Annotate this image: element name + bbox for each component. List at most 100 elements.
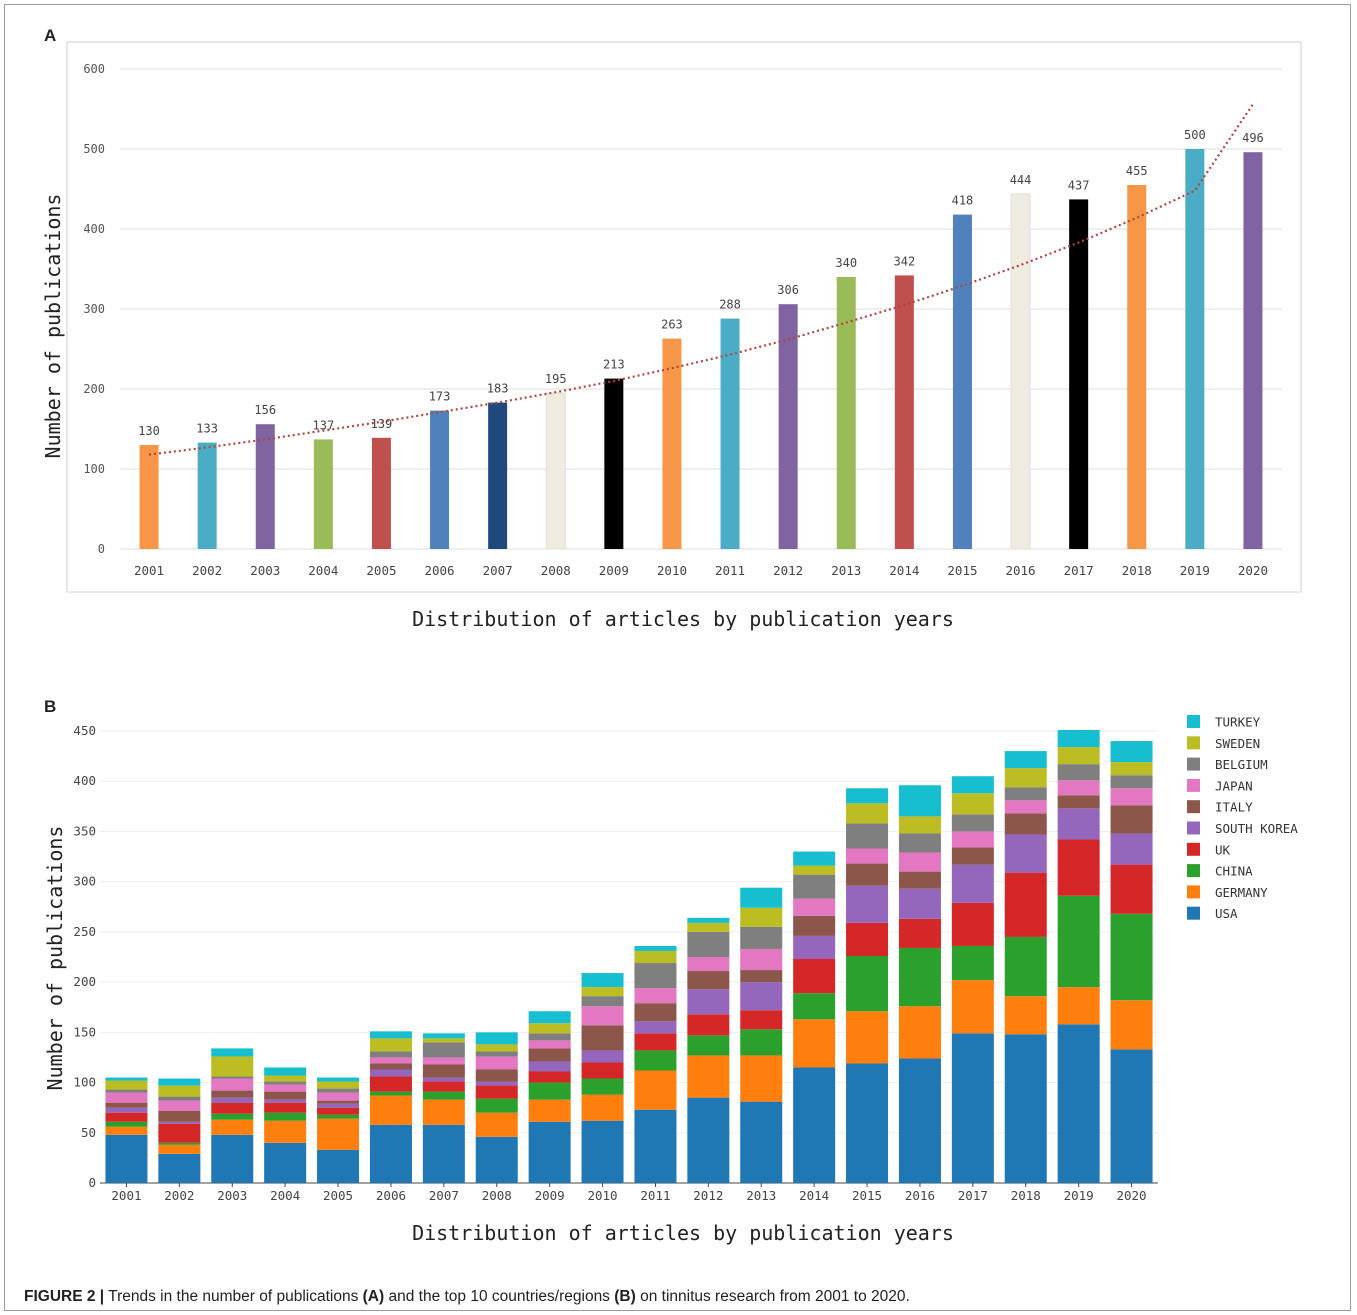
stacked-bar-segment-b: [211, 1056, 254, 1077]
y-tick-label-b: 0: [88, 1175, 96, 1190]
stacked-bar-segment-b: [475, 1081, 518, 1086]
stacked-bar-segment-b: [369, 1091, 412, 1096]
stacked-bar-segment-b: [898, 833, 941, 853]
x-tick-label-a: 2017: [1064, 563, 1094, 578]
x-tick-label-a: 2018: [1122, 563, 1152, 578]
stacked-bar-segment-b: [528, 1040, 571, 1049]
data-label-a: 156: [254, 403, 276, 417]
bar-a: [836, 277, 856, 549]
data-label-a: 340: [835, 256, 857, 270]
legend-label-b: UK: [1215, 842, 1231, 857]
stacked-bar-segment-b: [634, 988, 677, 1004]
stacked-bar-segment-b: [1057, 764, 1100, 781]
stacked-bar-segment-b: [105, 1112, 148, 1122]
bar-a: [1243, 152, 1263, 549]
legend-swatch-b: [1187, 800, 1200, 814]
figure-caption: FIGURE 2 | Trends in the number of publi…: [24, 1288, 910, 1306]
stacked-bar-segment-b: [846, 885, 889, 923]
data-label-a: 288: [719, 298, 741, 312]
stacked-bar-segment-b: [422, 1038, 465, 1043]
data-label-a: 263: [661, 318, 683, 332]
bar-a: [488, 402, 508, 549]
stacked-bar-segment-b: [1110, 833, 1153, 865]
stacked-bar-segment-b: [369, 1095, 412, 1125]
stacked-bar-segment-b: [951, 793, 994, 815]
stacked-bar-segment-b: [317, 1088, 360, 1093]
stacked-bar-segment-b: [687, 1097, 730, 1183]
stacked-bar-segment-b: [634, 1003, 677, 1022]
stacked-bar-segment-b: [528, 1011, 571, 1024]
x-tick-label-a: 2002: [192, 563, 222, 578]
stacked-bar-segment-b: [634, 1070, 677, 1110]
stacked-bar-segment-b: [264, 1091, 307, 1100]
x-tick-label-b: 2017: [958, 1188, 988, 1203]
x-tick-label-a: 2009: [599, 563, 629, 578]
stacked-bar-segment-b: [1110, 1049, 1153, 1183]
stacked-bar-segment-b: [317, 1118, 360, 1150]
stacked-bar-segment-b: [105, 1107, 148, 1113]
stacked-bar-segment-b: [1057, 808, 1100, 840]
plot-border-a: [66, 41, 1302, 593]
stacked-bar-segment-b: [264, 1081, 307, 1085]
y-tick-label-b: 150: [73, 1024, 96, 1039]
data-label-a: 306: [777, 283, 799, 297]
stacked-bar-segment-b: [1110, 762, 1153, 776]
x-tick-label-b: 2019: [1064, 1188, 1094, 1203]
stacked-bar-segment-b: [369, 1057, 412, 1064]
stacked-bar-segment-b: [687, 922, 730, 932]
stacked-bar-segment-b: [740, 926, 783, 949]
stacked-bar-segment-b: [793, 1067, 836, 1183]
stacked-bar-segment-b: [264, 1084, 307, 1092]
stacked-bar-segment-b: [475, 1069, 518, 1082]
bar-a: [952, 214, 972, 549]
stacked-bar-segment-b: [634, 950, 677, 964]
stacked-bar-segment-b: [634, 1021, 677, 1034]
x-tick-label-b: 2014: [799, 1188, 829, 1203]
legend-label-b: SOUTH KOREA: [1215, 821, 1298, 836]
stacked-bar-segment-b: [369, 1069, 412, 1077]
bar-a: [662, 338, 682, 549]
stacked-bar-segment-b: [740, 970, 783, 983]
stacked-bar-segment-b: [581, 1078, 624, 1095]
stacked-bar-segment-b: [581, 1062, 624, 1079]
x-tick-label-b: 2010: [587, 1188, 617, 1203]
stacked-bar-segment-b: [264, 1067, 307, 1076]
data-label-a: 183: [487, 382, 509, 396]
chart-b-svg: 0 50 100 150 200 250 300 350 400 450 2001 2002 2003 2…: [43, 715, 1298, 1246]
legend-swatch-b: [1187, 842, 1200, 856]
data-label-a: 195: [545, 372, 567, 386]
stacked-bar-segment-b: [158, 1144, 201, 1154]
y-tick-label-b: 50: [81, 1125, 96, 1140]
stacked-bar-segment-b: [369, 1051, 412, 1058]
stacked-bar-segment-b: [951, 864, 994, 903]
bar-a: [1127, 185, 1147, 549]
stacked-bar-segment-b: [898, 947, 941, 1007]
stacked-bar-segment-b: [422, 1042, 465, 1058]
stacked-bar-segment-b: [581, 1094, 624, 1121]
x-tick-label-a: 2014: [889, 563, 919, 578]
x-tick-label-b: 2003: [217, 1188, 247, 1203]
stacked-bar-segment-b: [422, 1124, 465, 1183]
x-tick-label-b: 2009: [535, 1188, 565, 1203]
stacked-bar-segment-b: [158, 1096, 201, 1101]
y-axis-title-b: Number of publications: [43, 826, 67, 1091]
stacked-bar-segment-b: [158, 1100, 201, 1111]
stacked-bar-segment-b: [740, 1010, 783, 1030]
data-label-a: 133: [196, 422, 218, 436]
stacked-bar-segment-b: [793, 865, 836, 875]
bar-a: [720, 318, 740, 549]
stacked-bar-segment-b: [581, 1006, 624, 1026]
stacked-bar-segment-b: [1057, 839, 1100, 896]
stacked-bar-segment-b: [1004, 996, 1047, 1035]
stacked-bar-segment-b: [687, 1055, 730, 1098]
stacked-bar-segment-b: [211, 1076, 254, 1079]
stacked-bar-segment-b: [634, 1033, 677, 1051]
stacked-bar-segment-b: [264, 1120, 307, 1143]
x-tick-label-b: 2006: [376, 1188, 406, 1203]
stacked-bar-segment-b: [793, 898, 836, 916]
stacked-bar-segment-b: [475, 1085, 518, 1099]
stacked-bar-segment-b: [105, 1121, 148, 1127]
chart-a-svg: 0 100 200 300 400 500 600 130 2001 133 2002 156 2003…: [41, 41, 1302, 631]
stacked-bar-segment-b: [211, 1090, 254, 1098]
stacked-bar-segment-b: [898, 871, 941, 889]
